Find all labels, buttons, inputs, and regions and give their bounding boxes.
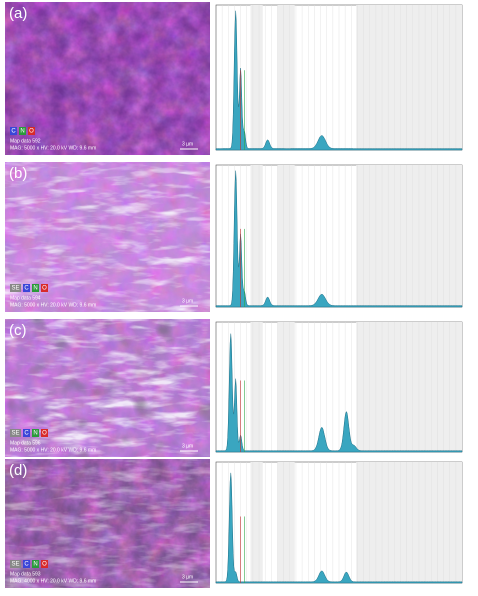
map-texture (5, 2, 210, 155)
badge: C (11, 129, 16, 135)
map-meta: MAG: 5000 x HV: 20.0 kV WD: 9.6 mm (10, 145, 96, 151)
badge: N (33, 431, 37, 437)
badge-box (10, 127, 17, 135)
map-meta: MAG: 5000 x HV: 20.0 kV WD: 9.6 mm (10, 302, 96, 308)
map-title: Map data 596 (10, 440, 41, 446)
badge-box (32, 560, 39, 568)
shade (277, 462, 295, 583)
scale-label: 3 µm (182, 574, 193, 580)
eds-spectrum (215, 461, 463, 584)
badge: O (42, 431, 47, 437)
scale-label: 3 µm (182, 443, 193, 449)
map-holes (5, 319, 210, 457)
shade (250, 5, 263, 150)
map-fibers (5, 459, 210, 588)
map-meta: MAG: 4000 x HV: 20.0 kV WD: 9.6 mm (10, 578, 96, 584)
shade (356, 462, 462, 583)
badge: C (24, 431, 29, 437)
badge: SE (11, 286, 19, 292)
shade (356, 5, 462, 150)
shade (356, 322, 462, 452)
badge-box (41, 284, 48, 292)
panel-label: (b) (9, 165, 27, 182)
badge-box (23, 560, 30, 568)
badge: N (33, 286, 37, 292)
badge-box (32, 429, 39, 437)
badge: O (29, 129, 34, 135)
scale-label: 3 µm (182, 141, 193, 147)
badge: O (42, 286, 47, 292)
spectrum-fill (215, 472, 463, 584)
badge: O (42, 562, 47, 568)
badge-box (28, 127, 35, 135)
badge: C (24, 562, 29, 568)
map-title: Map data 592 (10, 138, 41, 144)
eds-spectrum (215, 321, 463, 453)
badge: SE (11, 562, 19, 568)
shade (250, 322, 263, 452)
shade (356, 165, 462, 307)
shade (277, 5, 295, 150)
scale-label: 3 µm (182, 298, 193, 304)
badge: SE (11, 431, 19, 437)
eds-spectrum (215, 4, 463, 151)
shade (277, 165, 295, 307)
map-fibers (5, 162, 210, 312)
shade (277, 322, 295, 452)
badge: N (33, 562, 37, 568)
badge-box (19, 127, 26, 135)
badge-box (32, 284, 39, 292)
badge-box (10, 284, 21, 292)
badge: N (20, 129, 24, 135)
badge-box (10, 560, 21, 568)
badge: C (24, 286, 29, 292)
map-title: Map data 594 (10, 295, 41, 301)
badge-box (23, 284, 30, 292)
badge-box (23, 429, 30, 437)
map-meta: MAG: 5000 x HV: 20.0 kV WD: 9.6 mm (10, 447, 96, 453)
badge-box (10, 429, 21, 437)
badge-box (41, 429, 48, 437)
shade (250, 462, 263, 583)
badge-box (41, 560, 48, 568)
panel-label: (d) (9, 462, 27, 479)
panel-label: (a) (9, 5, 27, 22)
panel-label: (c) (9, 322, 27, 339)
map-title: Map data 593 (10, 571, 41, 577)
eds-spectrum (215, 164, 463, 308)
shade (250, 165, 263, 307)
